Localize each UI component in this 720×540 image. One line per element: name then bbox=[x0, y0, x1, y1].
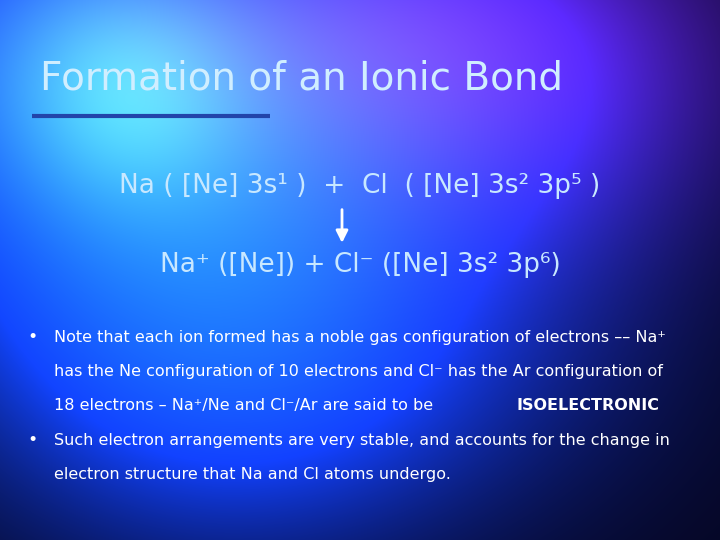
Text: 18 electrons – Na⁺/Ne and Cl⁻/Ar are said to be: 18 electrons – Na⁺/Ne and Cl⁻/Ar are sai… bbox=[54, 398, 438, 413]
Text: Formation of an Ionic Bond: Formation of an Ionic Bond bbox=[40, 59, 562, 97]
Text: has the Ne configuration of 10 electrons and Cl⁻ has the Ar configuration of: has the Ne configuration of 10 electrons… bbox=[54, 364, 663, 379]
Text: Such electron arrangements are very stable, and accounts for the change in: Such electron arrangements are very stab… bbox=[54, 433, 670, 448]
Text: Note that each ion formed has a noble gas configuration of electrons –– Na⁺: Note that each ion formed has a noble ga… bbox=[54, 330, 666, 345]
Text: Na⁺ ([Ne]) + Cl⁻ ([Ne] 3s² 3p⁶): Na⁺ ([Ne]) + Cl⁻ ([Ne] 3s² 3p⁶) bbox=[160, 252, 560, 278]
Text: •: • bbox=[27, 328, 37, 347]
Text: ISOELECTRONIC: ISOELECTRONIC bbox=[516, 398, 659, 413]
Text: electron structure that Na and Cl atoms undergo.: electron structure that Na and Cl atoms … bbox=[54, 467, 451, 482]
Text: Na ( [Ne] 3s¹ )  +  Cl  ( [Ne] 3s² 3p⁵ ): Na ( [Ne] 3s¹ ) + Cl ( [Ne] 3s² 3p⁵ ) bbox=[120, 173, 600, 199]
Text: •: • bbox=[27, 431, 37, 449]
